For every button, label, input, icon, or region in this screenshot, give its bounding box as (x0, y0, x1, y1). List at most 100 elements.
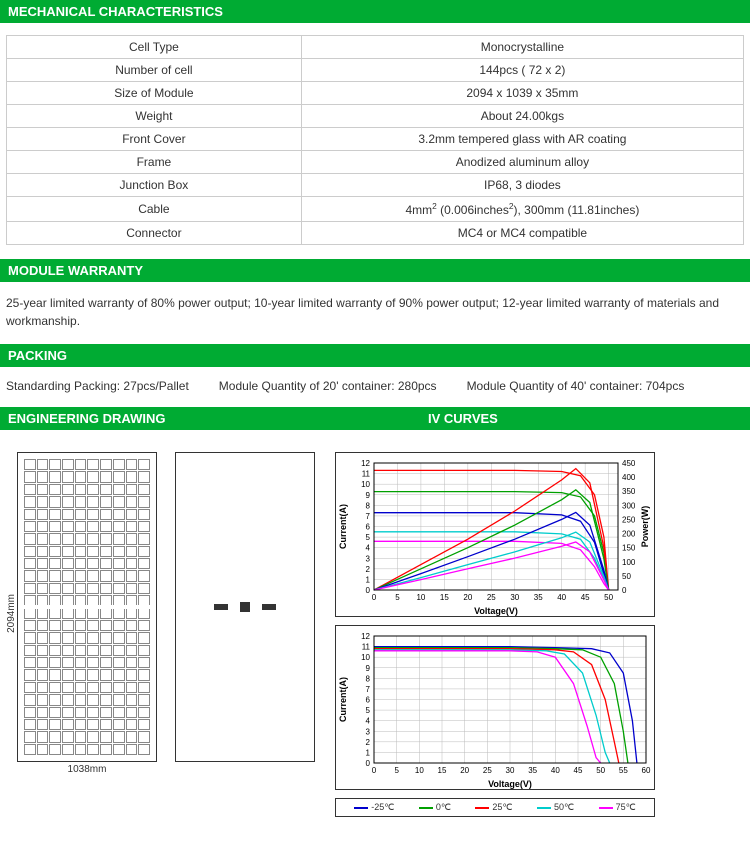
mechanical-table: Cell TypeMonocrystallineNumber of cell14… (6, 35, 744, 245)
svg-text:3: 3 (366, 554, 371, 563)
table-value: MC4 or MC4 compatible (301, 222, 743, 245)
svg-text:Voltage(V): Voltage(V) (488, 779, 532, 789)
svg-text:Power(W): Power(W) (640, 506, 650, 548)
table-key: Size of Module (7, 82, 302, 105)
svg-text:4: 4 (366, 544, 371, 553)
iv-pv-chart: 0510152025303540455001234567891011120501… (335, 452, 655, 617)
table-value: About 24.00kgs (301, 105, 743, 128)
svg-text:50: 50 (622, 572, 631, 581)
svg-text:55: 55 (619, 766, 628, 775)
svg-text:7: 7 (366, 685, 371, 694)
svg-text:10: 10 (416, 593, 425, 602)
dim-height: 2094mm (6, 594, 17, 633)
svg-text:12: 12 (361, 459, 370, 468)
svg-text:Voltage(V): Voltage(V) (474, 606, 518, 616)
svg-text:30: 30 (506, 766, 515, 775)
svg-text:45: 45 (581, 593, 590, 602)
svg-text:0: 0 (366, 759, 371, 768)
svg-text:50: 50 (604, 593, 613, 602)
svg-text:5: 5 (394, 766, 399, 775)
table-key: Cell Type (7, 36, 302, 59)
legend-item: -25℃ (354, 802, 394, 813)
svg-text:8: 8 (366, 674, 371, 683)
table-key: Cable (7, 197, 302, 222)
legend-item: 0℃ (419, 802, 451, 813)
warranty-text: 25-year limited warranty of 80% power ou… (0, 294, 750, 344)
svg-text:40: 40 (551, 766, 560, 775)
table-value: Monocrystalline (301, 36, 743, 59)
svg-text:8: 8 (366, 501, 371, 510)
svg-text:10: 10 (361, 653, 370, 662)
svg-text:Current(A): Current(A) (338, 677, 348, 722)
svg-text:100: 100 (622, 558, 636, 567)
svg-text:300: 300 (622, 501, 636, 510)
svg-text:4: 4 (366, 717, 371, 726)
packing-row: Standarding Packing: 27pcs/Pallet Module… (0, 379, 750, 407)
svg-text:20: 20 (463, 593, 472, 602)
svg-text:11: 11 (362, 643, 371, 652)
temperature-legend: -25℃ 0℃ 25℃ 50℃ 75℃ (335, 798, 655, 817)
svg-text:Current(A): Current(A) (338, 504, 348, 549)
svg-text:2: 2 (366, 565, 371, 574)
svg-text:250: 250 (622, 515, 636, 524)
svg-text:15: 15 (440, 593, 449, 602)
svg-text:10: 10 (415, 766, 424, 775)
header-mechanical: MECHANICAL CHARACTERISTICS (0, 0, 750, 23)
legend-item: 75℃ (599, 802, 636, 813)
table-value: 4mm2 (0.006inches2), 300mm (11.81inches) (301, 197, 743, 222)
legend-item: 25℃ (475, 802, 512, 813)
svg-text:3: 3 (366, 727, 371, 736)
svg-text:45: 45 (574, 766, 583, 775)
svg-text:450: 450 (622, 459, 636, 468)
svg-text:0: 0 (372, 766, 377, 775)
table-value: 2094 x 1039 x 35mm (301, 82, 743, 105)
svg-text:1: 1 (366, 748, 371, 757)
svg-text:7: 7 (366, 512, 371, 521)
svg-text:5: 5 (395, 593, 400, 602)
table-value: IP68, 3 diodes (301, 174, 743, 197)
table-value: Anodized aluminum alloy (301, 151, 743, 174)
svg-text:5: 5 (366, 706, 371, 715)
table-value: 144pcs ( 72 x 2) (301, 59, 743, 82)
header-warranty: MODULE WARRANTY (0, 259, 750, 282)
table-key: Number of cell (7, 59, 302, 82)
svg-text:400: 400 (622, 473, 636, 482)
svg-text:12: 12 (361, 632, 370, 641)
table-key: Frame (7, 151, 302, 174)
svg-text:35: 35 (528, 766, 537, 775)
svg-text:5: 5 (366, 533, 371, 542)
svg-text:0: 0 (372, 593, 377, 602)
table-value: 3.2mm tempered glass with AR coating (301, 128, 743, 151)
svg-text:50: 50 (596, 766, 605, 775)
header-drawing: ENGINEERING DRAWING (0, 407, 420, 430)
table-key: Weight (7, 105, 302, 128)
svg-text:6: 6 (366, 696, 371, 705)
legend-item: 50℃ (537, 802, 574, 813)
packing-c20: Module Quantity of 20' container: 280pcs (219, 379, 437, 393)
table-key: Front Cover (7, 128, 302, 151)
panel-front-view (17, 452, 157, 762)
svg-text:0: 0 (622, 586, 627, 595)
svg-text:25: 25 (483, 766, 492, 775)
svg-text:40: 40 (557, 593, 566, 602)
svg-text:11: 11 (362, 470, 371, 479)
svg-text:6: 6 (366, 523, 371, 532)
svg-text:350: 350 (622, 487, 636, 496)
svg-text:35: 35 (534, 593, 543, 602)
svg-text:150: 150 (622, 544, 636, 553)
header-iv: IV CURVES (420, 407, 750, 430)
svg-text:200: 200 (622, 530, 636, 539)
svg-text:9: 9 (366, 664, 371, 673)
svg-text:0: 0 (366, 586, 371, 595)
table-key: Junction Box (7, 174, 302, 197)
panel-back-view (175, 452, 315, 762)
svg-text:25: 25 (487, 593, 496, 602)
svg-text:2: 2 (366, 738, 371, 747)
svg-text:9: 9 (366, 491, 371, 500)
svg-text:60: 60 (642, 766, 651, 775)
svg-text:15: 15 (438, 766, 447, 775)
svg-text:20: 20 (460, 766, 469, 775)
packing-c40: Module Quantity of 40' container: 704pcs (467, 379, 685, 393)
table-key: Connector (7, 222, 302, 245)
svg-text:1: 1 (366, 575, 371, 584)
